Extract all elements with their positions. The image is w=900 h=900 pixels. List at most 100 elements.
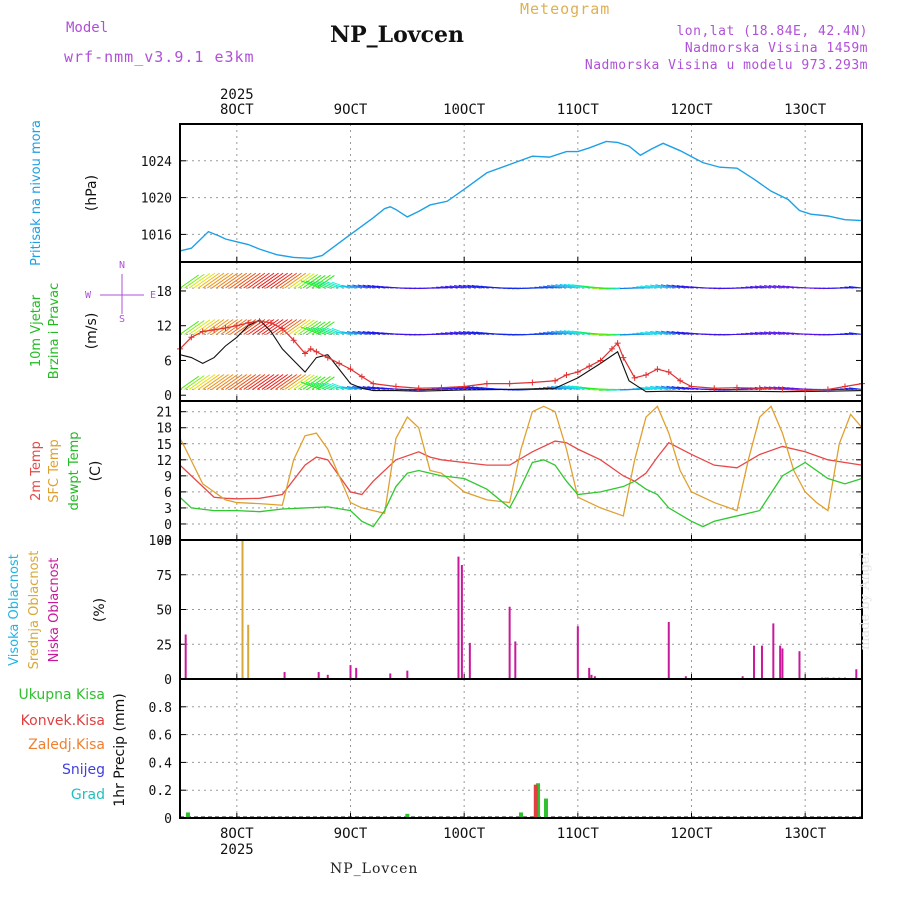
wind-barb (754, 331, 767, 335)
precip-legend-2: Zaledj.Kisa (28, 737, 105, 753)
wind-speed-marker (841, 383, 848, 390)
precip-legend-4: Grad (71, 787, 105, 803)
wind-barb (261, 374, 284, 390)
wind-barb (238, 374, 261, 390)
wind-barb (764, 331, 776, 335)
wind-barb (551, 385, 567, 390)
ytick-label-temperature-0: 0 (164, 518, 172, 533)
wind-barb (316, 280, 335, 289)
wind-barb (270, 272, 293, 289)
wind-barb (773, 331, 785, 335)
wind-barb (326, 382, 344, 390)
wind-barb (440, 387, 453, 390)
wind-barb (534, 286, 549, 289)
wind-barb (357, 330, 372, 335)
year-label-top: 2025 (220, 87, 254, 103)
wind-speed-marker (267, 319, 274, 326)
wind-barb (636, 332, 653, 335)
wind-barb (279, 319, 302, 335)
wind-barb (660, 385, 676, 390)
wind-speed-marker (677, 377, 684, 384)
wind-gust-line (179, 319, 863, 393)
ytick-label-cloud-0: 0 (164, 673, 172, 688)
temp-ylabel-2m: 2m Temp (29, 441, 44, 501)
wind-speed-marker (597, 357, 604, 364)
wind-barb (234, 272, 257, 289)
wind-barb (660, 330, 676, 335)
wind-speed-marker (586, 363, 593, 370)
ytick-label-precip-0.6: 0.6 (149, 729, 172, 744)
wind-barb (305, 381, 326, 390)
panel-cloud (180, 539, 862, 680)
panel-frame-2 (179, 400, 863, 541)
compass-east: E (150, 290, 156, 301)
wind-speed-marker (256, 318, 263, 325)
wind-barb (436, 332, 449, 335)
temp-ylabel-dewpt: dewpt Temp (67, 431, 82, 510)
wind-speed-marker (529, 379, 536, 386)
wind-barb (547, 285, 563, 289)
wind-barb (768, 284, 781, 289)
time-tick-top-12: 12OCT (670, 102, 713, 118)
model-name: wrf-nmm_v3.9.1 e3km (64, 48, 255, 66)
wind-barb (188, 273, 211, 289)
wind-barb (458, 284, 472, 289)
wind-speed-marker (245, 319, 252, 326)
ytick-label-cloud-100: 100 (149, 534, 172, 549)
wind-barb (538, 286, 553, 289)
wind-barb (440, 332, 453, 335)
ytick-label-precip-0.2: 0.2 (149, 784, 172, 799)
wind-speed-marker (415, 385, 422, 392)
compass-north: N (119, 260, 125, 271)
time-tick-bottom-12: 12OCT (670, 826, 713, 842)
wind-barb (193, 374, 216, 390)
wind-barb (362, 330, 376, 335)
wind-speed-marker (574, 369, 581, 376)
wind-barb (257, 319, 279, 335)
wind-barb (229, 374, 252, 390)
cloud-ylabel-high: Visoka Oblacnost (7, 554, 22, 666)
temp-ylabel-sfc: SFC Temp (47, 439, 62, 503)
time-tick-top-13: 13OCT (784, 102, 827, 118)
wind-barb (352, 284, 367, 289)
wind-speed-marker (665, 369, 672, 376)
wind-barb (206, 319, 229, 335)
ytick-label-temperature--3: -3 (156, 534, 172, 549)
wind-barb (844, 387, 858, 390)
ytick-label-wind-6: 6 (164, 354, 172, 369)
time-tick-top-8: 8OCT (220, 102, 254, 118)
compass-cross (100, 274, 144, 314)
wind-barb (275, 374, 298, 390)
wind-speed-marker (199, 328, 206, 335)
wind-barb (326, 281, 344, 289)
wind-barb (848, 285, 862, 289)
wind-barb (445, 285, 458, 289)
wind-barb (471, 331, 485, 335)
wind-barb (848, 332, 862, 335)
wind-speed-marker (358, 373, 365, 380)
wind-barb (336, 386, 353, 390)
wind-barb (261, 272, 284, 289)
wind-speed-marker (222, 325, 229, 332)
wind-barbs (180, 272, 862, 391)
wind-speed-marker (392, 383, 399, 390)
wind-barb (279, 272, 302, 289)
ytick-label-temperature-21: 21 (156, 406, 172, 421)
wind-barb (436, 286, 449, 289)
wind-barb (346, 284, 362, 289)
wind-barb (275, 272, 298, 289)
wind-barb (336, 331, 353, 335)
wind-barb (305, 326, 326, 335)
wind-barb (645, 386, 663, 390)
wind-barb (645, 284, 663, 289)
ytick-label-pressure-1024: 1024 (141, 155, 172, 170)
panel-precip (180, 679, 862, 819)
wind-barb (436, 388, 449, 390)
wind-barb (310, 382, 331, 390)
wind-speed-marker (302, 350, 309, 357)
wind-barb (777, 386, 790, 390)
precip-unit-label: 1hr Precip (mm) (112, 693, 128, 806)
wind-barb (740, 333, 753, 335)
wind-barb (759, 285, 772, 289)
wind-speed-marker (211, 326, 218, 333)
